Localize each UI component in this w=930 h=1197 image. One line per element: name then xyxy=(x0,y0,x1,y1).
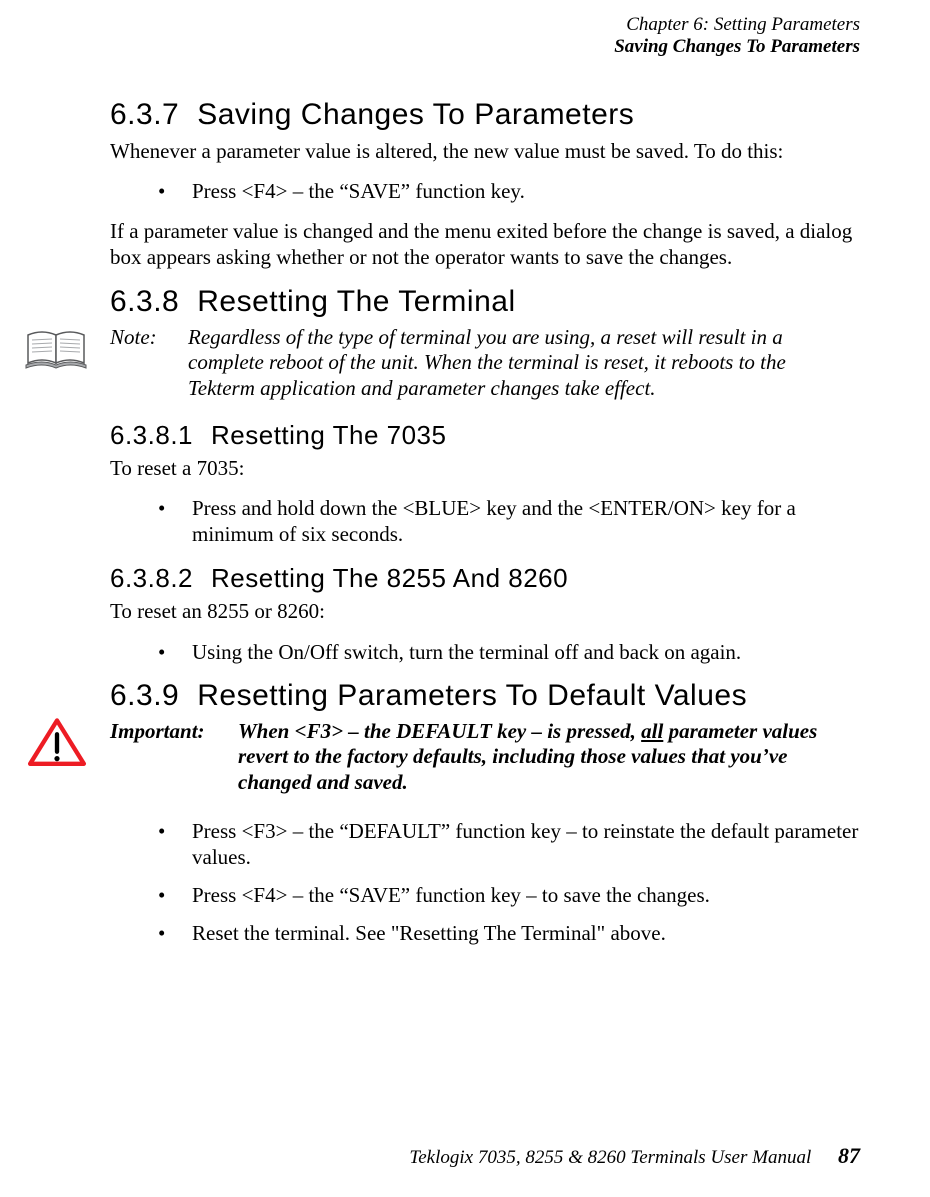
important-underlined: all xyxy=(641,719,663,743)
bullet-list: Press <F3> – the “DEFAULT” function key … xyxy=(110,818,860,947)
bullet-item: Using the On/Off switch, turn the termin… xyxy=(110,639,860,665)
heading-6381: 6.3.8.1 Resetting The 7035 xyxy=(110,420,860,451)
heading-638: 6.3.8 Resetting The Terminal xyxy=(110,285,860,319)
important-body: When <F3> – the DEFAULT key – is pressed… xyxy=(238,719,848,796)
running-header: Chapter 6: Setting Parameters Saving Cha… xyxy=(110,14,860,58)
heading-title: Resetting Parameters To Default Values xyxy=(197,679,747,712)
footer-text: Teklogix 7035, 8255 & 8260 Terminals Use… xyxy=(409,1147,811,1168)
important-text: Important:When <F3> – the DEFAULT key – … xyxy=(110,719,860,796)
paragraph: If a parameter value is changed and the … xyxy=(110,218,860,271)
page: Chapter 6: Setting Parameters Saving Cha… xyxy=(0,0,930,1197)
bullet-item: Press <F4> – the “SAVE” function key – t… xyxy=(110,882,860,908)
bullet-item: Press <F4> – the “SAVE” function key. xyxy=(110,178,860,204)
bullet-item: Press and hold down the <BLUE> key and t… xyxy=(110,495,860,548)
note-body: Regardless of the type of terminal you a… xyxy=(188,325,848,402)
heading-639: 6.3.9 Resetting Parameters To Default Val… xyxy=(110,679,860,713)
important-pre: When <F3> – the DEFAULT key – is pressed… xyxy=(238,719,641,743)
heading-title: Saving Changes To Parameters xyxy=(197,98,634,131)
paragraph: Whenever a parameter value is altered, t… xyxy=(110,138,860,164)
open-book-icon xyxy=(22,323,92,375)
heading-6382: 6.3.8.2 Resetting The 8255 And 8260 xyxy=(110,563,860,594)
paragraph: To reset a 7035: xyxy=(110,455,860,481)
paragraph: To reset an 8255 or 8260: xyxy=(110,598,860,624)
note-block: Note:Regardless of the type of terminal … xyxy=(110,325,860,402)
heading-num: 6.3.8.2 xyxy=(110,563,193,593)
heading-637: 6.3.7 Saving Changes To Parameters xyxy=(110,98,860,132)
note-text: Note:Regardless of the type of terminal … xyxy=(110,325,860,402)
page-number: 87 xyxy=(838,1143,860,1168)
header-section: Saving Changes To Parameters xyxy=(110,36,860,58)
heading-num: 6.3.7 xyxy=(110,98,179,131)
bullet-list: Press <F4> – the “SAVE” function key. xyxy=(110,178,860,204)
heading-title: Resetting The 7035 xyxy=(211,420,446,450)
header-chapter: Chapter 6: Setting Parameters xyxy=(110,14,860,36)
heading-title: Resetting The 8255 And 8260 xyxy=(211,563,568,593)
bullet-list: Using the On/Off switch, turn the termin… xyxy=(110,639,860,665)
heading-num: 6.3.8 xyxy=(110,285,179,318)
heading-num: 6.3.9 xyxy=(110,679,179,712)
page-footer: Teklogix 7035, 8255 & 8260 Terminals Use… xyxy=(409,1143,860,1169)
important-label: Important: xyxy=(110,719,238,745)
bullet-item: Reset the terminal. See "Resetting The T… xyxy=(110,920,860,946)
important-block: Important:When <F3> – the DEFAULT key – … xyxy=(110,719,860,796)
bullet-list: Press and hold down the <BLUE> key and t… xyxy=(110,495,860,548)
heading-title: Resetting The Terminal xyxy=(197,285,515,318)
warning-triangle-icon xyxy=(22,717,92,769)
heading-num: 6.3.8.1 xyxy=(110,420,193,450)
note-label: Note: xyxy=(110,325,188,351)
bullet-item: Press <F3> – the “DEFAULT” function key … xyxy=(110,818,860,871)
